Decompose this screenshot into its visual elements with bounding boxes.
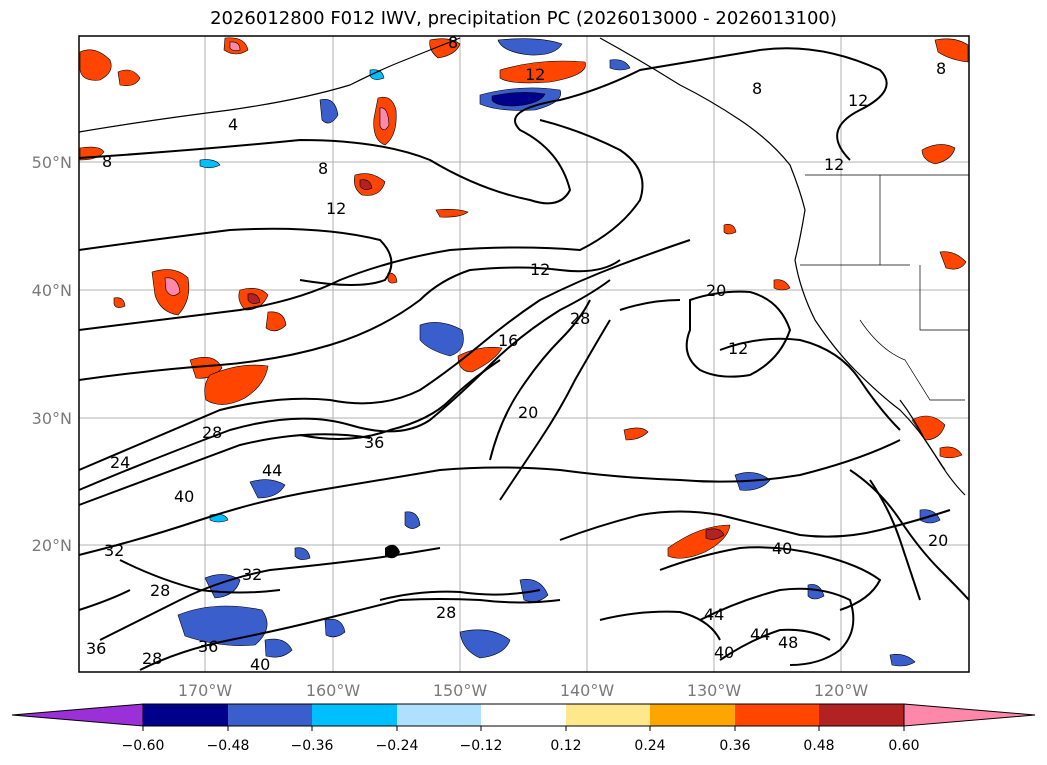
- contour-label: 28: [436, 603, 456, 622]
- contour-label: 16: [498, 331, 518, 350]
- contour-label: 20: [706, 281, 726, 300]
- contour-label: 20: [928, 531, 948, 550]
- contour-label: 12: [326, 199, 346, 218]
- lat-label: 40°N: [32, 281, 72, 300]
- contour-label: 44: [262, 461, 282, 480]
- contour-label: 44: [704, 605, 724, 624]
- contour-label: 8: [102, 152, 112, 171]
- contour-label: 36: [364, 433, 384, 452]
- lat-label: 20°N: [32, 536, 72, 555]
- map-frame: [78, 35, 970, 673]
- colorbar: −0.60 −0.48 −0.36 −0.24 −0.12 0.12 0.24 …: [11, 703, 1036, 754]
- lon-label: 130°W: [687, 681, 742, 700]
- colorbar-segment: [819, 704, 904, 726]
- graticule: [79, 36, 969, 672]
- colorbar-tick-label: 0.24: [634, 738, 665, 754]
- colorbar-arrow-right: [903, 703, 1036, 727]
- lon-label: 140°W: [560, 681, 615, 700]
- colorbar-arrow-left: [11, 703, 144, 727]
- contour-label: 40: [250, 655, 270, 674]
- map-panel: [79, 36, 969, 672]
- lat-label: 30°N: [32, 409, 72, 428]
- colorbar-tick-label: 0.60: [888, 738, 919, 754]
- precip-positive-patches: [79, 37, 969, 559]
- coastlines: [78, 37, 966, 496]
- contour-label: 8: [936, 59, 946, 78]
- contour-label: 40: [772, 539, 792, 558]
- colorbar-tick-label: −0.12: [460, 738, 503, 754]
- contour-label: 12: [848, 91, 868, 110]
- contour-label: 28: [570, 309, 590, 328]
- contour-label: 28: [150, 581, 170, 600]
- lat-label: 50°N: [32, 153, 72, 172]
- contour-label: 12: [525, 65, 545, 84]
- contour-label: 44: [750, 625, 770, 644]
- colorbar-tick-label: −0.24: [376, 738, 419, 754]
- contour-label: 12: [728, 339, 748, 358]
- colorbar-tick-label: −0.48: [207, 738, 250, 754]
- borders: [800, 174, 969, 401]
- contour-label: 32: [104, 541, 124, 560]
- contour-label: 32: [242, 565, 262, 584]
- latitude-labels: 50°N 40°N 30°N 20°N: [32, 153, 72, 555]
- lon-label: 150°W: [433, 681, 488, 700]
- colorbar-tick-label: −0.60: [122, 738, 165, 754]
- closed-contour: [385, 544, 400, 559]
- contour-label: 28: [202, 423, 222, 442]
- contour-label: 24: [110, 453, 130, 472]
- lon-label: 170°W: [178, 681, 233, 700]
- contour-label: 12: [530, 260, 550, 279]
- contour-label: 12: [824, 155, 844, 174]
- colorbar-segment: [481, 704, 566, 726]
- contour-label: 40: [174, 487, 194, 506]
- colorbar-segment: [650, 704, 735, 726]
- colorbar-segment: [312, 704, 397, 726]
- contour-label: 28: [142, 649, 162, 668]
- colorbar-tick-label: 0.36: [719, 738, 750, 754]
- contour-labels: 12 8 4 8 8 12 12 12 8 8 12 16 28 20 12 2…: [86, 33, 948, 674]
- contour-label: 36: [86, 639, 106, 658]
- contour-label: 40: [714, 643, 734, 662]
- colorbar-segment: [228, 704, 312, 726]
- colorbar-segment: [735, 704, 819, 726]
- contour-label: 8: [318, 159, 328, 178]
- iwv-contours: [78, 47, 970, 671]
- colorbar-tick-label: 0.12: [550, 738, 581, 754]
- contour-label: 48: [778, 633, 798, 652]
- colorbar-segment: [397, 704, 481, 726]
- lon-label: 160°W: [306, 681, 361, 700]
- contour-label: 4: [228, 115, 238, 134]
- colorbar-tick-label: −0.36: [291, 738, 334, 754]
- colorbar-segment: [566, 704, 650, 726]
- longitude-labels: 170°W 160°W 150°W 140°W 130°W 120°W: [178, 681, 869, 700]
- map-title: 2026012800 F012 IWV, precipitation PC (2…: [210, 8, 837, 29]
- colorbar-tick-label: 0.48: [803, 738, 834, 754]
- contour-label: 8: [752, 79, 762, 98]
- colorbar-segment: [143, 704, 228, 726]
- contour-label: 36: [198, 637, 218, 656]
- contour-label: 8: [448, 33, 458, 52]
- contour-label: 20: [518, 403, 538, 422]
- lon-label: 120°W: [814, 681, 869, 700]
